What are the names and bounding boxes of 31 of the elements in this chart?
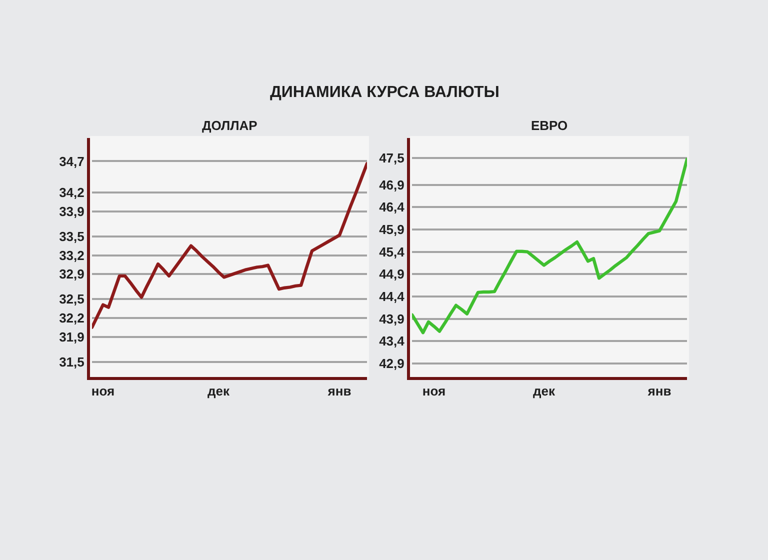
y-tick-label: 31,9 [59, 329, 84, 344]
x-tick-label: дек [208, 384, 230, 399]
y-tick-label: 43,4 [379, 334, 406, 349]
y-tick-label: 45,4 [379, 244, 406, 260]
y-tick-label: 31,5 [59, 354, 84, 370]
y-tick-label: 32,9 [59, 266, 84, 282]
y-tick-label: 34,7 [59, 154, 84, 169]
x-tick-label: ноя [91, 384, 115, 399]
line-series [92, 162, 367, 329]
chart-title: ДОЛЛАР [202, 118, 258, 133]
y-tick-label: 46,4 [379, 200, 406, 215]
y-tick-label: 47,5 [379, 150, 404, 166]
y-tick-label: 33,9 [59, 204, 84, 219]
y-tick-label: 44,9 [379, 266, 404, 282]
y-tick-label: 33,5 [59, 228, 84, 244]
x-tick-label: янв [648, 384, 672, 399]
x-tick-label: янв [328, 384, 352, 399]
y-tick-label: 33,2 [59, 248, 84, 263]
chart-title: ЕВРО [531, 118, 568, 133]
y-tick-label: 43,9 [379, 311, 404, 326]
y-tick-label: 32,2 [59, 310, 84, 326]
y-tick-label: 46,9 [379, 177, 404, 192]
text: ДИНАМИКА КУРСА ВАЛЮТЫ [270, 84, 500, 101]
y-tick-label: 34,2 [59, 185, 84, 200]
x-tick-label: дек [533, 384, 556, 399]
y-tick-label: 42,9 [379, 356, 404, 371]
y-tick-label: 32,5 [59, 292, 84, 307]
y-tick-label: 44,4 [379, 289, 406, 304]
y-tick-label: 45,9 [379, 222, 404, 238]
line-series [412, 158, 687, 334]
x-tick-label: ноя [422, 384, 446, 399]
